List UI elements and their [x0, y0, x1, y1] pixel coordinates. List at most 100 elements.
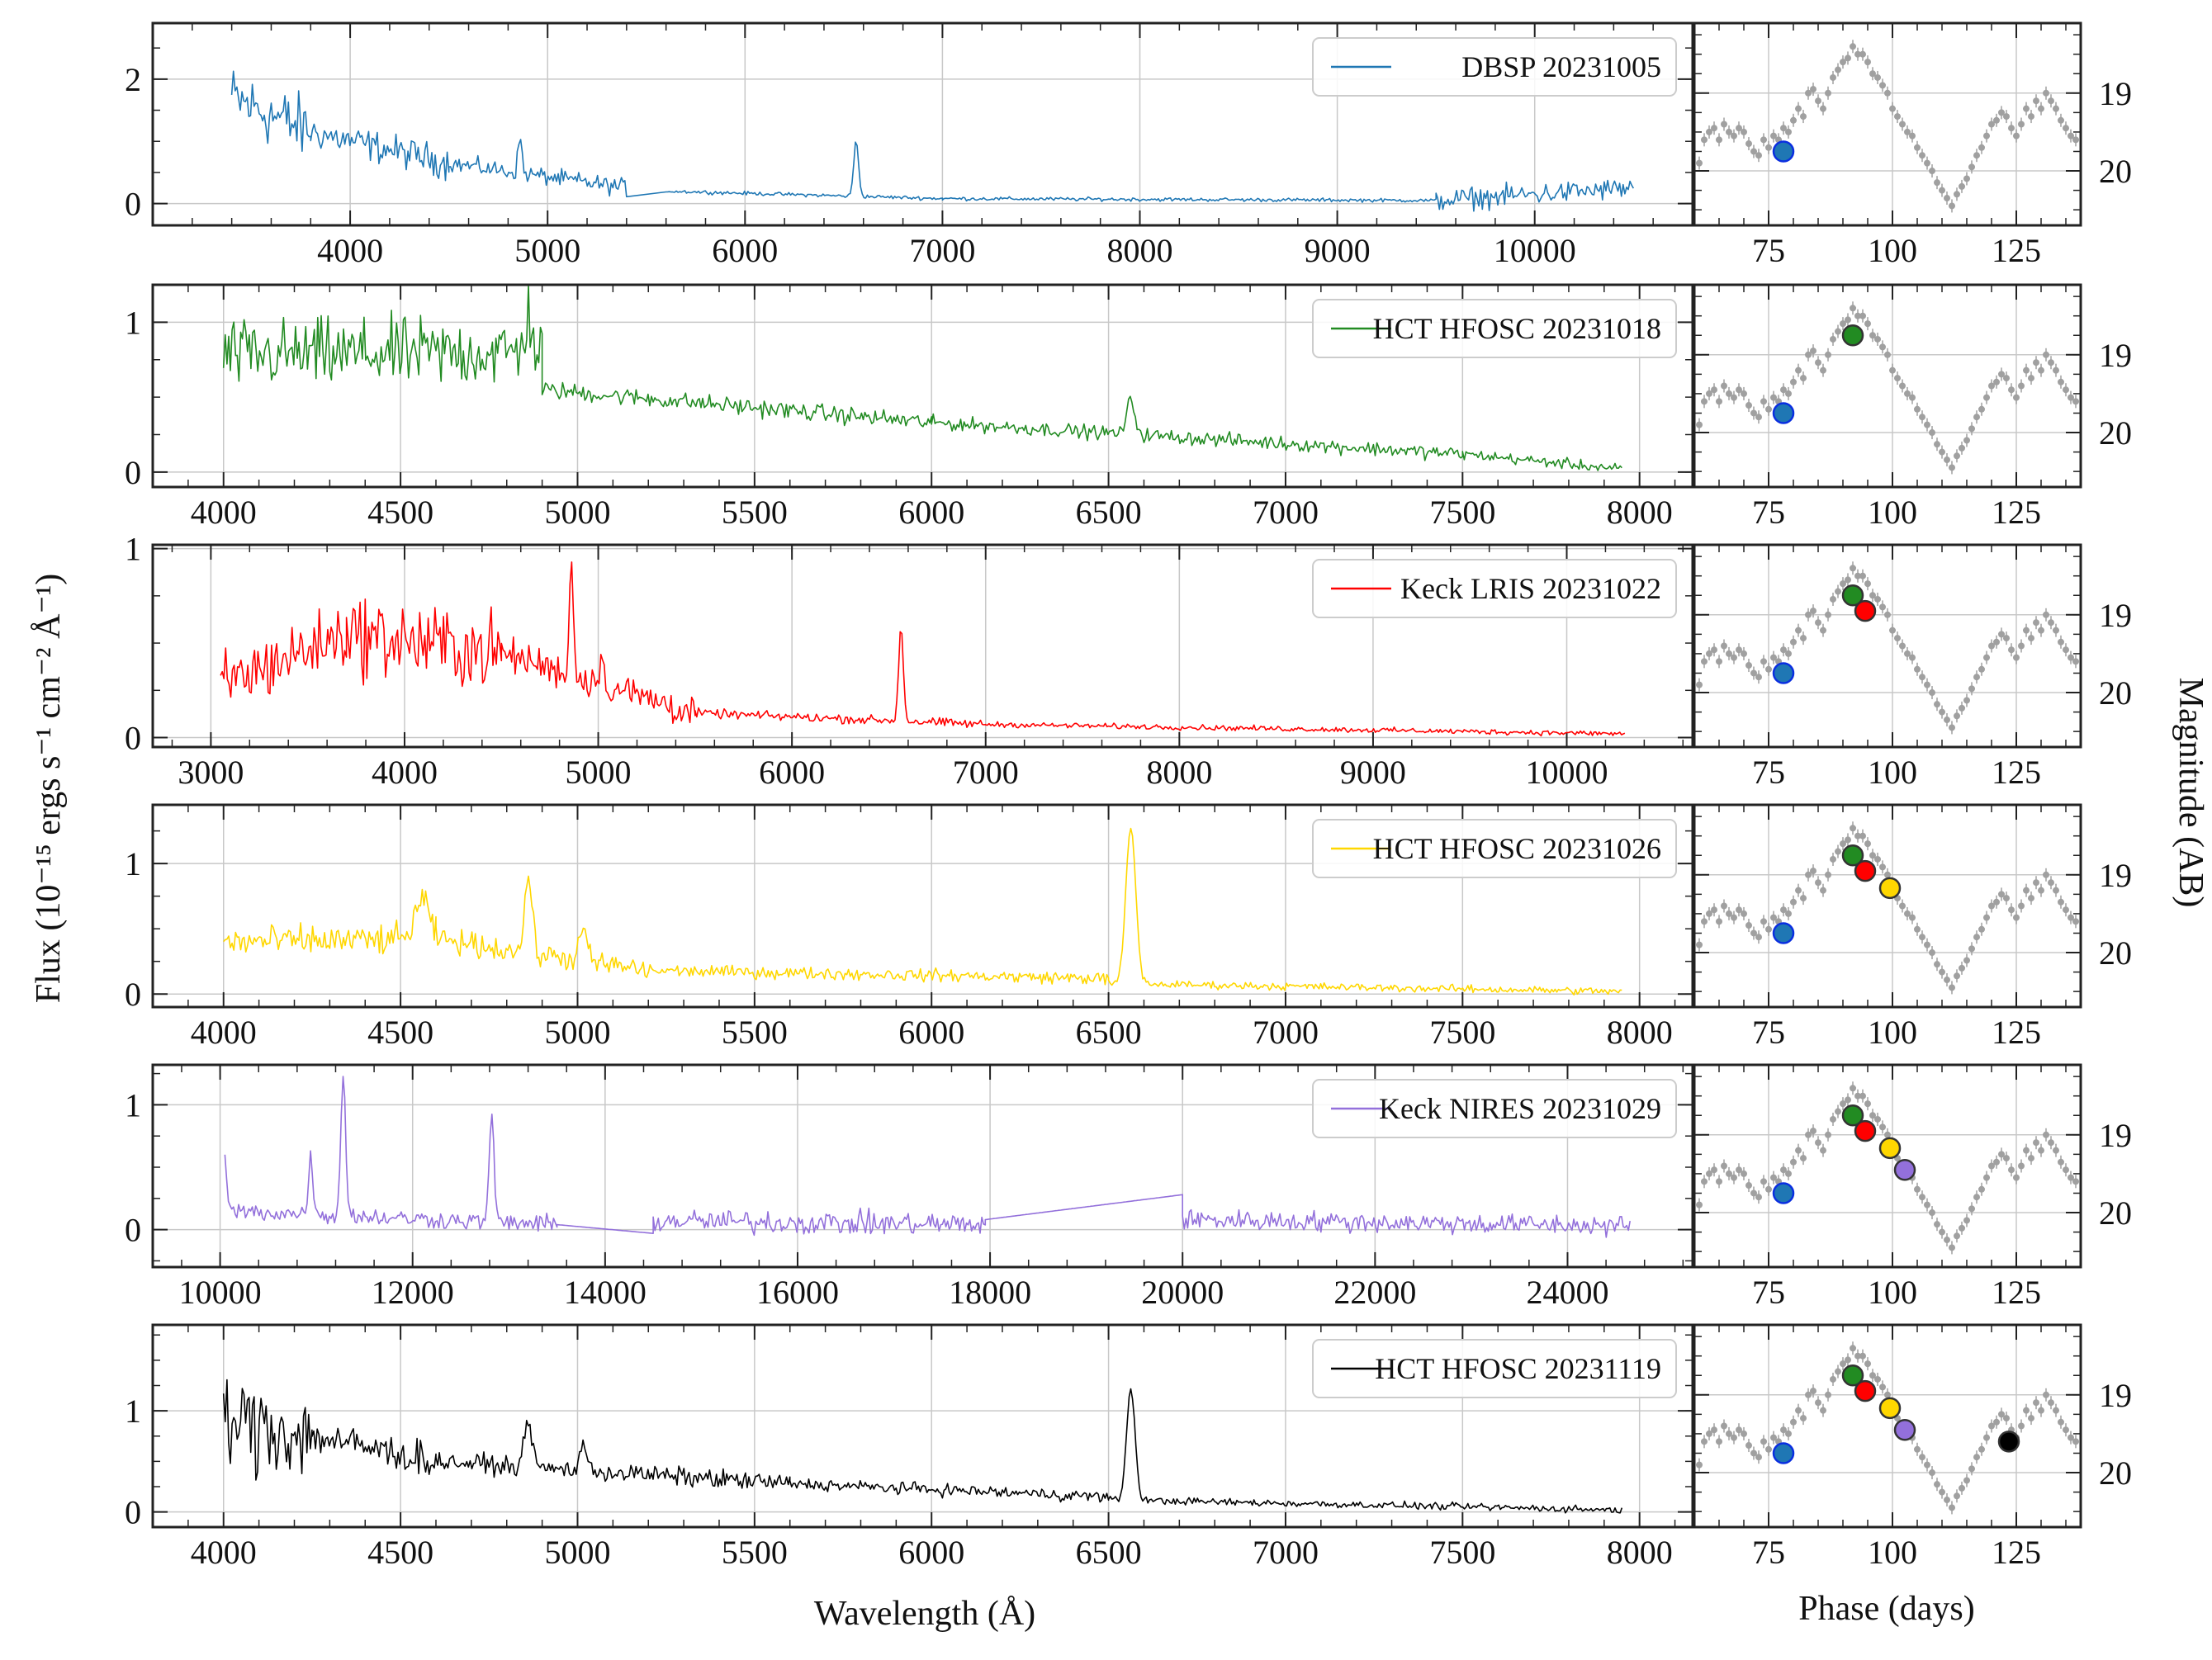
lightcurve-3-x-tick-label: 100 [1868, 754, 1917, 791]
lightcurve-point [1835, 66, 1841, 73]
lightcurve-point [1919, 674, 1925, 681]
spectrum-panel-1: 4000 5000 6000 7000 8000 9000 10000 0 2 DBSP 2023… [125, 21, 1694, 269]
lightcurve-point [1741, 1170, 1747, 1177]
lightcurve-point [1988, 642, 1995, 650]
lightcurve-point [1889, 627, 1896, 634]
lightcurve-point [2063, 1166, 2069, 1174]
spectrum-epoch-marker [1997, 1431, 2020, 1453]
spectrum-epoch-marker [1878, 1397, 1902, 1420]
lightcurve-point [1820, 367, 1826, 374]
lightcurve-point [1721, 382, 1727, 390]
spectrum-4-x-tick-label: 7500 [1429, 1014, 1495, 1051]
lightcurve-point [1884, 1391, 1891, 1398]
lightcurve-point [1978, 925, 1985, 933]
lightcurve-point [1934, 961, 1940, 968]
lightcurve-4-y-tick-label: 20 [2099, 934, 2132, 972]
spectrum-3-y-tick-label: 0 [125, 720, 141, 757]
lightcurve-point [1731, 654, 1737, 661]
lightcurve-point [1864, 580, 1871, 588]
lightcurve-point [1998, 631, 2005, 638]
lightcurve-point [2028, 113, 2034, 121]
lightcurve-point [1840, 840, 1846, 848]
lightcurve-point [1716, 658, 1722, 665]
lightcurve-point [1815, 97, 1821, 105]
lightcurve-point [1830, 73, 1836, 81]
lightcurve-point [1845, 316, 1851, 324]
lightcurve-point [2023, 1147, 2030, 1154]
lightcurve-point [1939, 448, 1945, 456]
lightcurve-4-x-tick-label: 75 [1752, 1014, 1785, 1051]
lightcurve-point [2043, 351, 2049, 358]
spectrum-2-frame [151, 283, 1694, 489]
lightcurve-point [1800, 375, 1807, 382]
lightcurve-point [2063, 906, 2069, 914]
lightcurve-point [1919, 1194, 1925, 1201]
lightcurve-point [1929, 168, 1935, 175]
lightcurve-point [1968, 425, 1975, 433]
lightcurve-point [2038, 105, 2044, 112]
lightcurve-point [1949, 464, 1955, 471]
lightcurve-5-y-tick-label: 19 [2099, 1117, 2132, 1154]
lightcurve-point [1949, 724, 1955, 731]
lightcurve-point [1795, 1147, 1802, 1154]
spectrum-epoch-marker [1841, 1104, 1864, 1127]
lightcurve-point [2053, 105, 2059, 112]
lightcurve-point [1869, 332, 1876, 339]
lightcurve-point [1998, 1411, 2005, 1418]
lightcurve-point [2063, 386, 2069, 394]
spectrum-1-x-tick-label: 9000 [1305, 232, 1371, 269]
lightcurve-point [1850, 1085, 1856, 1092]
lightcurve-point [1840, 580, 1846, 588]
lightcurve-point [2072, 1178, 2079, 1185]
lightcurve-point [2058, 116, 2064, 124]
lightcurve-point [1795, 627, 1802, 634]
lightcurve-point [1998, 1151, 2005, 1158]
lightcurve-point [1721, 1162, 1727, 1170]
lightcurve-point [1924, 159, 1930, 167]
lightcurve-point [2058, 1418, 2064, 1426]
lightcurve-point [1755, 1194, 1762, 1201]
lightcurve-point [1939, 1488, 1945, 1496]
lightcurve-point [1854, 50, 1861, 58]
lightcurve-point [2033, 619, 2039, 627]
lightcurve-point [1760, 136, 1767, 144]
lightcurve-point [1830, 1115, 1836, 1123]
lightcurve-point [1899, 902, 1906, 910]
lightcurve-point [1879, 1383, 1886, 1391]
lightcurve-point [1934, 179, 1940, 187]
lightcurve-point [2033, 879, 2039, 887]
lightcurve-point [1978, 1185, 1985, 1193]
lightcurve-point [1770, 914, 1777, 921]
lightcurve-point [1840, 1100, 1846, 1108]
spectrum-5-x-tick-label: 14000 [564, 1274, 647, 1311]
lightcurve-point [1864, 59, 1871, 66]
lightcurve-point [2053, 1407, 2059, 1414]
legend-box [1312, 1079, 1677, 1138]
lightcurve-point [2068, 1174, 2074, 1181]
lightcurve-point [1864, 1100, 1871, 1108]
lightcurve-point [1755, 674, 1762, 681]
lightcurve-point [2023, 367, 2030, 374]
lightcurve-point [1780, 386, 1787, 394]
lightcurve-point [1963, 437, 1970, 444]
lightcurve-point [1696, 681, 1703, 688]
spectrum-2-x-tick-label: 8000 [1607, 494, 1673, 531]
lightcurve-point [1805, 89, 1812, 97]
lightcurve-point [1745, 922, 1752, 929]
lightcurve-point [1765, 1185, 1772, 1193]
legend-label: HCT HFOSC 20231119 [1375, 1352, 1661, 1385]
lightcurve-point [1765, 925, 1772, 933]
lightcurve-1-frame [1693, 21, 2082, 227]
lightcurve-point [1820, 1147, 1826, 1154]
lightcurve-point [1825, 1391, 1831, 1398]
lightcurve-point [1854, 1352, 1861, 1360]
lightcurve-point [1869, 852, 1876, 859]
lightcurve-point [1755, 152, 1762, 159]
lightcurve-3-x-tick-label: 75 [1752, 754, 1785, 791]
spectrum-panel-2: 4000 4500 5000 5500 6000 6500 7000 7500 8000 0 1 HC… [125, 283, 1694, 531]
lightcurve-point [1755, 414, 1762, 421]
spectrum-panel-5: 10000 12000 14000 16000 18000 20000 22000 24000… [125, 1063, 1694, 1311]
lightcurve-point [1869, 1372, 1876, 1379]
lightcurve-point [2023, 105, 2030, 112]
lightcurve-point [1854, 312, 1861, 319]
